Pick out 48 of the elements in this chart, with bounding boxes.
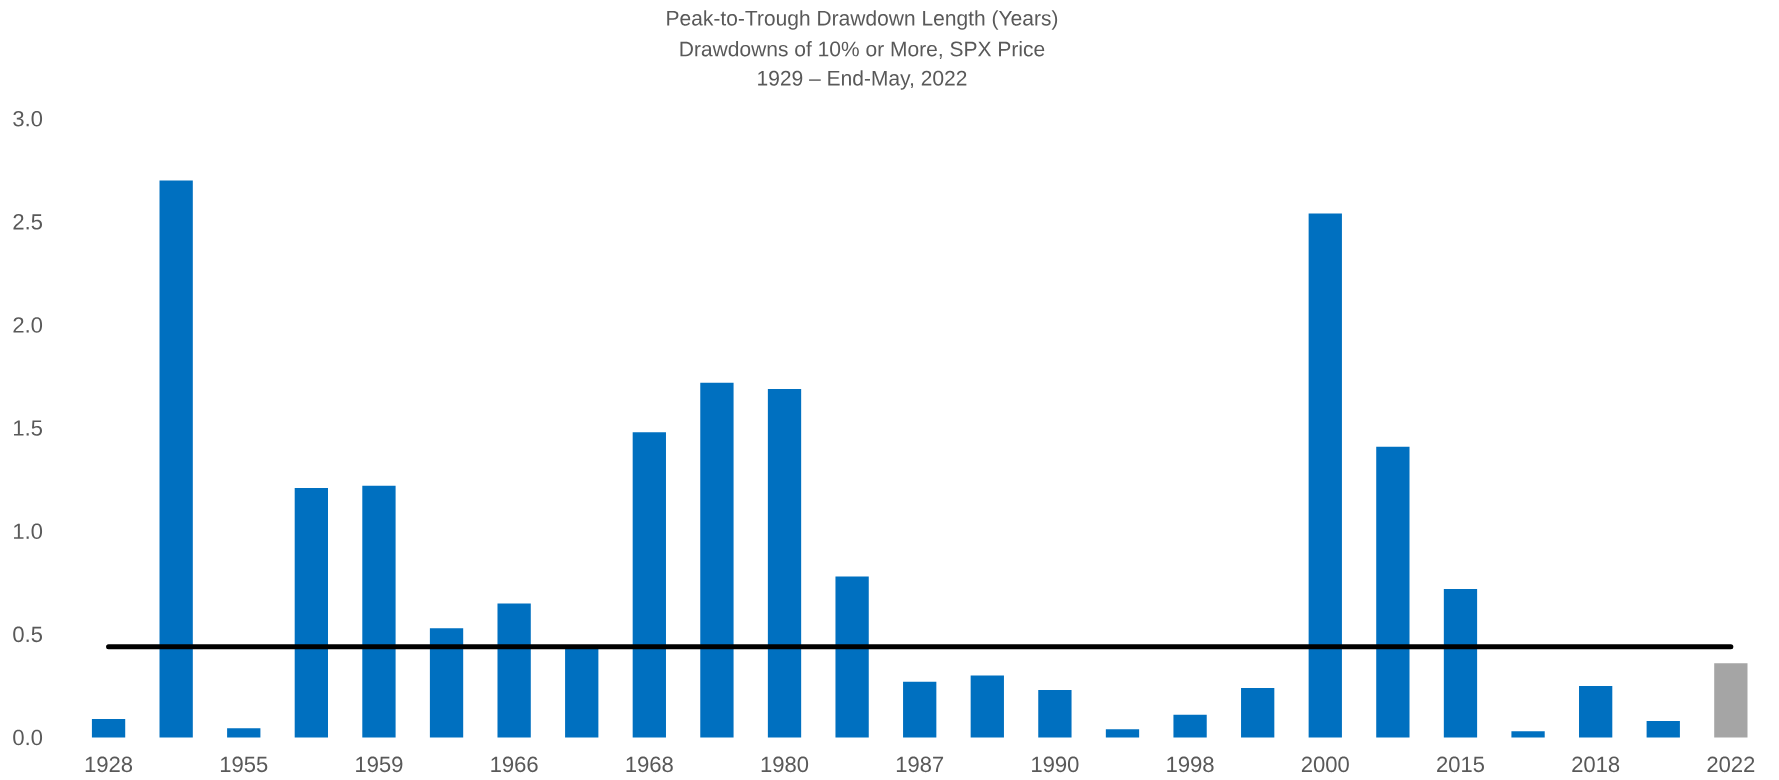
y-tick-label: 1.0 <box>14 523 43 540</box>
bar <box>294 487 328 738</box>
bar <box>700 382 734 738</box>
x-tick-label: 1968 <box>626 756 673 773</box>
x-tick-label: 1987 <box>896 756 944 773</box>
bar <box>1443 588 1478 738</box>
bar <box>903 681 937 738</box>
x-tick-label: 2000 <box>1301 756 1349 773</box>
bar <box>1714 663 1748 738</box>
x-tick-label: 1980 <box>761 756 809 773</box>
x-tick-label: 1959 <box>356 756 403 773</box>
bar <box>91 718 126 738</box>
bar <box>1173 714 1207 738</box>
bar <box>1105 729 1140 738</box>
bar <box>1579 685 1613 738</box>
y-tick-label: 0.0 <box>13 729 43 746</box>
chart-subtitle: Drawdowns of 10% or More, SPX Price <box>680 41 1045 59</box>
x-tick-label: 1928 <box>85 756 133 773</box>
y-tick-label: 2.5 <box>13 214 42 230</box>
bar <box>1241 687 1275 738</box>
x-tick-label: 1966 <box>491 756 538 773</box>
bar <box>1511 731 1545 738</box>
bar <box>1308 213 1342 738</box>
bar <box>429 628 464 738</box>
y-tick-label: 1.5 <box>14 420 42 436</box>
bar <box>362 485 396 738</box>
bar <box>970 675 1004 738</box>
bar <box>835 576 869 738</box>
bar <box>632 432 666 738</box>
x-tick-label: 1998 <box>1167 756 1214 773</box>
bar <box>1646 720 1680 738</box>
x-tick-label: 1955 <box>220 756 268 773</box>
bar <box>565 648 599 738</box>
x-tick-label: 1990 <box>1032 756 1079 773</box>
bar <box>1038 690 1072 738</box>
chart-title: Peak-to-Trough Drawdown Length (Years) <box>667 10 1058 30</box>
x-tick-label: 2022 <box>1707 756 1755 773</box>
y-tick-label: 3.0 <box>13 110 43 127</box>
x-tick-label: 2015 <box>1437 756 1484 773</box>
text: 1929 – End-May, 2022 <box>758 70 967 90</box>
bar <box>1376 446 1410 738</box>
bar <box>497 603 531 738</box>
bar <box>227 728 261 738</box>
x-tick-label: 2018 <box>1572 756 1620 773</box>
y-tick-label: 0.5 <box>13 626 42 643</box>
y-tick-label: 2.0 <box>13 317 43 333</box>
bar <box>767 388 802 738</box>
bar <box>159 180 193 738</box>
